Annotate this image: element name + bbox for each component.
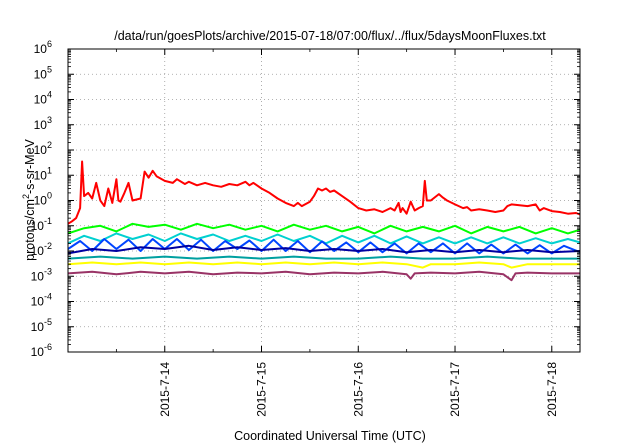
x-axis-label: Coordinated Universal Time (UTC) [234,429,426,443]
x-tick-label: 2015-7-17 [448,362,462,417]
x-tick-label: 2015-7-15 [255,362,269,417]
y-tick-label-base: 10 [34,143,48,157]
y-axis-label-sup: 2 [21,194,31,199]
y-tick-label-base: 10 [34,93,48,107]
series-line-5 [68,244,580,255]
y-tick-label-base: 10 [31,320,45,334]
series-line-6 [68,255,580,260]
y-tick-label-exponent: 1 [47,165,52,175]
y-tick-label-exponent: -4 [44,292,52,302]
y-tick-label-base: 10 [31,244,45,258]
y-axis-label: protons/cm2-s-sr-MeV [21,138,37,260]
x-tick-label: 2015-7-18 [545,362,559,417]
y-tick-label-base: 10 [31,219,45,233]
y-tick-label: 105 [34,64,52,81]
y-tick-label-exponent: 4 [47,90,52,100]
y-tick-label-base: 10 [34,118,48,132]
y-tick-label-base: 10 [34,168,48,182]
y-tick-label-exponent: 3 [47,115,52,125]
y-axis-label-prefix: protons/cm [23,199,37,261]
chart-title: /data/run/goesPlots/archive/2015-07-18/0… [114,29,546,43]
y-tick-label-base: 10 [31,269,45,283]
y-tick-label: 10-1 [31,216,52,233]
series-line-2 [68,222,580,235]
y-tick-label-base: 10 [34,67,48,81]
y-tick-label-exponent: -6 [44,342,52,352]
series-lines [68,160,580,282]
x-tick-label: 2015-7-16 [351,362,365,417]
series-line-7 [68,261,580,269]
y-tick-label: 10-5 [31,317,52,334]
y-tick-label-exponent: -2 [44,241,52,251]
x-tick-labels: 2015-7-14 2015-7-15 2015-7-16 2015-7-17 2015… [158,362,559,417]
y-tick-label: 10-3 [31,266,52,283]
y-tick-label: 106 [34,39,52,56]
plot-frame [67,48,581,353]
y-tick-label: 10-2 [31,241,52,258]
y-tick-label: 102 [34,140,52,157]
y-tick-labels: 10-610-510-410-310-210-11001011021031041… [31,39,52,359]
series-line-4 [68,238,580,255]
y-tick-label-exponent: 6 [47,39,52,49]
y-tick-label: 100 [34,191,52,208]
y-tick-label-base: 10 [34,194,48,208]
y-tick-label: 101 [34,165,52,182]
y-tick-label-exponent: -5 [44,317,52,327]
y-tick-label-exponent: 5 [47,64,52,74]
y-tick-label-exponent: 0 [47,191,52,201]
y-tick-label: 10-6 [31,342,52,359]
y-tick-label: 103 [34,115,52,132]
y-tick-label-base: 10 [31,345,45,359]
series-line-8 [68,270,580,282]
y-tick-label-exponent: -3 [44,266,52,276]
y-tick-label: 104 [34,90,52,107]
y-tick-label-base: 10 [34,42,48,56]
y-tick-label-exponent: 2 [47,140,52,150]
y-axis-label-suffix: -s-sr-MeV [23,138,37,194]
series-line-1 [68,160,580,225]
y-tick-label: 10-4 [31,292,52,309]
y-tick-label-base: 10 [31,295,45,309]
x-tick-label: 2015-7-14 [158,362,172,417]
y-tick-label-exponent: -1 [44,216,52,226]
